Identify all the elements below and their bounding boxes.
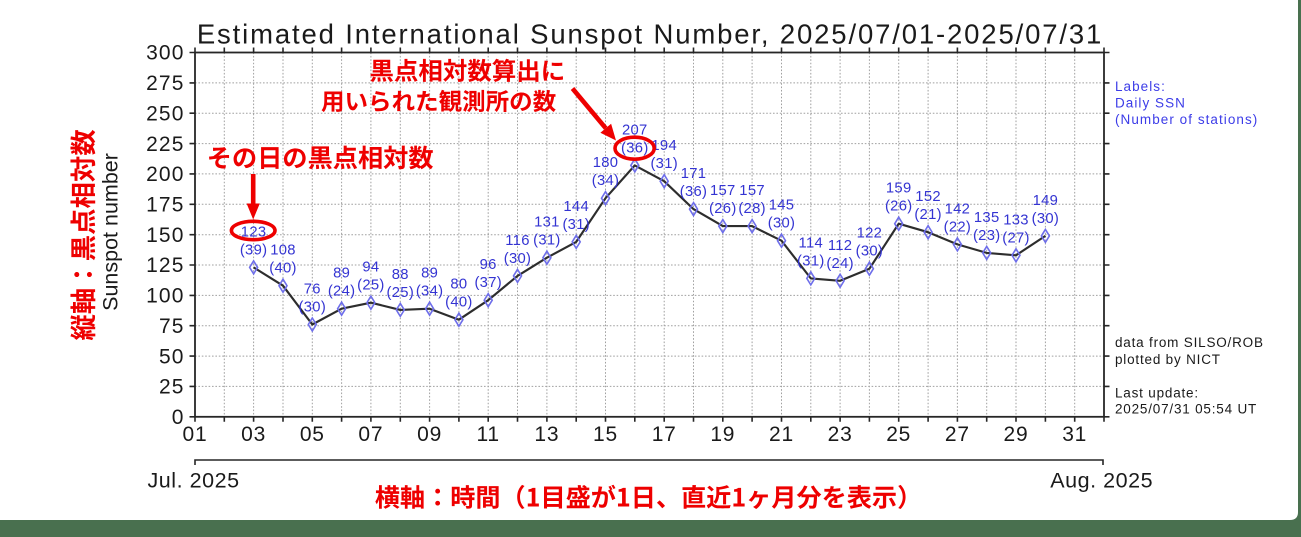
svg-text:200: 200	[146, 163, 184, 186]
svg-text:133: 133	[1003, 212, 1029, 228]
svg-text:(25): (25)	[357, 278, 385, 294]
svg-text:25: 25	[886, 423, 911, 446]
svg-text:112: 112	[828, 238, 853, 254]
svg-text:Labels:: Labels:	[1115, 79, 1166, 94]
svg-text:0: 0	[172, 406, 185, 429]
svg-text:31: 31	[1062, 423, 1087, 446]
svg-text:88: 88	[392, 267, 409, 283]
svg-text:157: 157	[710, 183, 736, 199]
svg-text:250: 250	[146, 102, 184, 125]
svg-text:(30): (30)	[856, 244, 884, 260]
svg-text:89: 89	[333, 266, 350, 282]
svg-text:175: 175	[146, 194, 184, 217]
svg-text:(40): (40)	[269, 261, 297, 277]
svg-text:2025/07/31 05:54 UT: 2025/07/31 05:54 UT	[1115, 402, 1257, 417]
svg-text:275: 275	[146, 72, 184, 95]
svg-text:135: 135	[974, 210, 1000, 226]
svg-text:(34): (34)	[416, 284, 444, 300]
svg-text:152: 152	[915, 189, 941, 205]
svg-text:data from SILSO/ROB: data from SILSO/ROB	[1115, 335, 1264, 350]
svg-text:(30): (30)	[504, 251, 532, 267]
svg-text:225: 225	[146, 133, 184, 156]
svg-text:Sunspot number: Sunspot number	[99, 153, 123, 311]
svg-text:03: 03	[241, 423, 266, 446]
svg-text:07: 07	[358, 423, 383, 446]
svg-text:(22): (22)	[944, 219, 972, 235]
svg-text:180: 180	[593, 155, 619, 171]
svg-text:149: 149	[1033, 193, 1059, 209]
svg-text:194: 194	[651, 138, 677, 154]
svg-text:142: 142	[945, 201, 971, 217]
svg-text:122: 122	[857, 226, 883, 242]
svg-text:157: 157	[739, 183, 765, 199]
svg-text:(37): (37)	[474, 275, 502, 291]
svg-text:25: 25	[159, 376, 185, 399]
svg-text:50: 50	[159, 345, 185, 368]
svg-text:159: 159	[886, 181, 912, 197]
svg-text:Daily SSN: Daily SSN	[1115, 96, 1186, 111]
svg-text:(27): (27)	[1002, 230, 1030, 246]
svg-text:11: 11	[476, 423, 499, 446]
svg-text:123: 123	[241, 224, 267, 240]
svg-text:(34): (34)	[592, 173, 620, 189]
svg-text:(31): (31)	[562, 217, 590, 233]
svg-text:89: 89	[421, 266, 438, 282]
svg-text:(25): (25)	[387, 285, 415, 301]
svg-text:21: 21	[769, 423, 794, 446]
svg-text:150: 150	[146, 224, 184, 247]
svg-text:94: 94	[362, 260, 379, 276]
svg-text:01: 01	[183, 423, 208, 446]
svg-text:114: 114	[799, 235, 824, 251]
svg-text:(31): (31)	[797, 253, 825, 269]
svg-text:131: 131	[534, 215, 560, 231]
svg-text:207: 207	[622, 122, 648, 138]
svg-text:(36): (36)	[680, 184, 708, 200]
svg-text:05: 05	[300, 423, 325, 446]
svg-text:144: 144	[563, 199, 589, 215]
svg-text:plotted by NICT: plotted by NICT	[1115, 352, 1221, 367]
svg-text:19: 19	[710, 423, 735, 446]
svg-text:(40): (40)	[445, 295, 473, 311]
svg-text:(30): (30)	[299, 300, 327, 316]
svg-text:100: 100	[146, 285, 184, 308]
svg-text:80: 80	[450, 277, 467, 293]
svg-text:145: 145	[769, 198, 795, 214]
svg-text:(28): (28)	[738, 201, 766, 217]
svg-text:(24): (24)	[328, 284, 356, 300]
svg-text:(30): (30)	[1032, 211, 1060, 227]
svg-text:09: 09	[417, 423, 442, 446]
svg-text:(39): (39)	[240, 242, 268, 258]
svg-text:Last update:: Last update:	[1115, 386, 1199, 401]
svg-text:(26): (26)	[709, 201, 737, 217]
svg-text:Jul. 2025: Jul. 2025	[147, 469, 239, 493]
svg-text:29: 29	[1004, 423, 1029, 446]
svg-text:(36): (36)	[621, 140, 649, 156]
svg-text:300: 300	[146, 42, 184, 65]
svg-text:125: 125	[146, 254, 184, 277]
svg-text:(21): (21)	[914, 207, 942, 223]
svg-text:75: 75	[159, 315, 185, 338]
svg-text:27: 27	[945, 423, 970, 446]
svg-text:(31): (31)	[533, 233, 561, 249]
svg-text:96: 96	[480, 257, 497, 273]
svg-text:Estimated International Sunspo: Estimated International Sunspot Number, …	[197, 19, 1103, 50]
svg-text:108: 108	[270, 243, 296, 259]
svg-text:(26): (26)	[885, 199, 913, 215]
svg-text:171: 171	[681, 166, 707, 182]
svg-text:76: 76	[304, 282, 321, 298]
svg-text:116: 116	[505, 233, 530, 249]
svg-text:(30): (30)	[768, 216, 796, 232]
svg-text:(24): (24)	[826, 256, 854, 272]
svg-text:Aug. 2025: Aug. 2025	[1050, 469, 1153, 493]
svg-text:17: 17	[652, 423, 677, 446]
svg-text:15: 15	[593, 423, 618, 446]
svg-text:(23): (23)	[973, 228, 1001, 244]
svg-text:(Number of stations): (Number of stations)	[1115, 112, 1258, 127]
svg-text:23: 23	[828, 423, 853, 446]
svg-text:(31): (31)	[650, 156, 678, 172]
svg-text:13: 13	[534, 423, 559, 446]
